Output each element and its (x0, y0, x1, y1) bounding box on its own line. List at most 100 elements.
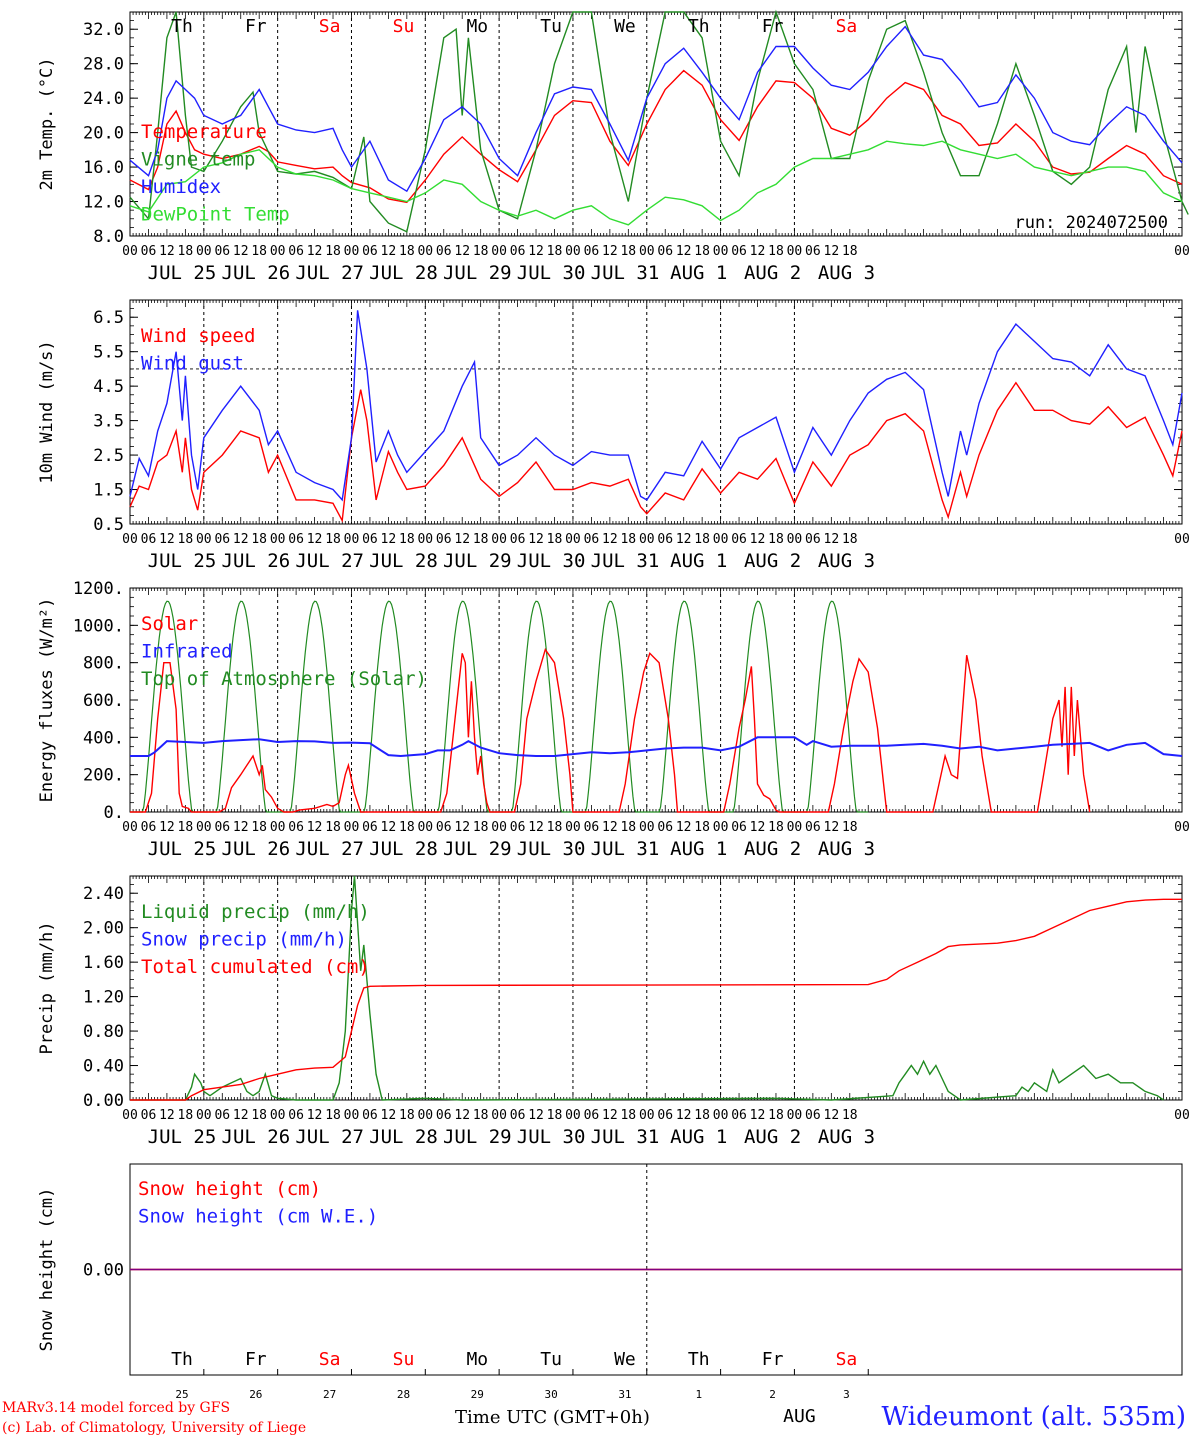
x-hour-label: 00 (491, 820, 507, 835)
legend-entry: Wind gust (141, 353, 244, 375)
x-hour-label: 18 (694, 532, 710, 547)
x-date-label: AUG 3 (818, 262, 875, 284)
weekday-label: Su (393, 16, 415, 37)
x-hour-label: 00 (787, 244, 803, 259)
x-hour-label: 06 (362, 820, 378, 835)
x-hour-label: 06 (288, 532, 304, 547)
x-date-label: JUL 29 (443, 262, 512, 284)
x-date-label: JUL 29 (443, 550, 512, 572)
precip-y-tick-label: 1.20 (83, 988, 124, 1008)
precip-y-tick-label: 0.00 (83, 1091, 124, 1111)
x-hour-label: 18 (620, 532, 636, 547)
x-hour-label: 12 (233, 1108, 249, 1123)
x-hour-label: 12 (750, 244, 766, 259)
x-hour-label: 18 (842, 820, 858, 835)
precip-y-tick-label: 0.40 (83, 1057, 124, 1077)
x-date-label: AUG 2 (744, 262, 801, 284)
x-hour-label: 06 (362, 532, 378, 547)
x-hour-label: 00 (122, 820, 138, 835)
x-date-label: AUG 1 (670, 838, 727, 860)
x-date-label: JUL 31 (591, 262, 660, 284)
x-hour-label: 00 (639, 532, 655, 547)
legend-entry: DewPoint Temp (141, 204, 290, 226)
x-date-label: AUG 3 (818, 1126, 875, 1148)
weekday-label: Fr (762, 16, 784, 37)
x-hour-label: 06 (510, 244, 526, 259)
x-date-label: AUG 2 (744, 1126, 801, 1148)
x-hour-label: 12 (824, 1108, 840, 1123)
x-hour-label: 06 (288, 244, 304, 259)
x-hour-label: 06 (141, 532, 157, 547)
weekday-label: Fr (762, 1349, 784, 1370)
energy-frame (129, 587, 1183, 813)
x-hour-label: 18 (251, 532, 267, 547)
x-hour-label: 00 (787, 532, 803, 547)
x-hour-label: 06 (362, 244, 378, 259)
x-hour-label: 18 (325, 244, 341, 259)
run-label: run: 2024072500 (1014, 213, 1168, 233)
x-hour-label: 06 (731, 1108, 747, 1123)
x-hour-label: 00 (417, 532, 433, 547)
x-hour-label: 18 (399, 532, 415, 547)
energy-y-tick-label: 400. (83, 728, 124, 748)
x-date-label: JUL 29 (443, 1126, 512, 1148)
legend-entry: Vigne temp (141, 149, 255, 171)
x-hour-label: 06 (510, 820, 526, 835)
x-hour-label: 06 (436, 820, 452, 835)
energy-y-axis-label: Energy fluxes (W/m²) (37, 598, 57, 803)
x-hour-label: 18 (694, 1108, 710, 1123)
x-hour-label: 06 (584, 1108, 600, 1123)
day-number-label: 29 (471, 1388, 484, 1401)
energy-y-tick-label: 1000. (73, 616, 124, 636)
temp-y-tick-label: 8.0 (93, 227, 124, 247)
x-hour-label: 12 (824, 244, 840, 259)
day-number-label: 26 (249, 1388, 262, 1401)
wind-y-axis-label: 10m Wind (m/s) (37, 340, 57, 483)
x-hour-label: 06 (657, 1108, 673, 1123)
x-hour-label: 12 (676, 532, 692, 547)
x-date-label: JUL 29 (443, 838, 512, 860)
x-hour-label: 00 (787, 820, 803, 835)
x-hour-label: 06 (214, 244, 230, 259)
x-hour-label: 00 (1174, 820, 1190, 835)
energy-y-tick-label: 600. (83, 691, 124, 711)
day-number-label: 25 (175, 1388, 188, 1401)
precip-y-axis-label: Precip (mm/h) (37, 921, 57, 1054)
x-hour-label: 18 (399, 1108, 415, 1123)
x-hour-label: 06 (288, 820, 304, 835)
temp-y-tick-label: 16.0 (83, 158, 124, 178)
x-hour-label: 18 (547, 532, 563, 547)
x-hour-label: 18 (251, 820, 267, 835)
x-date-label: JUL 25 (148, 262, 217, 284)
precip-y-tick-label: 1.60 (83, 953, 124, 973)
x-date-label: AUG 3 (818, 838, 875, 860)
weekday-label: Fr (245, 16, 267, 37)
x-hour-label: 00 (491, 244, 507, 259)
x-hour-label: 12 (602, 820, 618, 835)
wind-y-tick-label: 1.5 (93, 481, 124, 501)
x-hour-label: 00 (565, 1108, 581, 1123)
x-date-label: AUG 3 (818, 550, 875, 572)
wind-y-tick-label: 6.5 (93, 308, 124, 328)
x-hour-label: 06 (657, 244, 673, 259)
weekday-label: Th (688, 1349, 710, 1370)
temp-y-tick-label: 28.0 (83, 55, 124, 75)
x-hour-label: 00 (565, 532, 581, 547)
temp-y-tick-label: 24.0 (83, 89, 124, 109)
x-hour-label: 18 (620, 820, 636, 835)
weekday-label: Sa (319, 1349, 341, 1370)
x-hour-label: 12 (750, 1108, 766, 1123)
weekday-label: Tu (540, 1349, 562, 1370)
x-hour-label: 12 (233, 820, 249, 835)
x-hour-label: 18 (768, 244, 784, 259)
x-hour-label: 12 (381, 820, 397, 835)
weekday-label: Th (171, 16, 193, 37)
wind-y-tick-label: 3.5 (93, 412, 124, 432)
x-hour-label: 06 (657, 820, 673, 835)
weekday-label: Mo (466, 16, 488, 37)
x-hour-label: 00 (713, 820, 729, 835)
x-hour-label: 06 (141, 1108, 157, 1123)
x-hour-label: 18 (251, 1108, 267, 1123)
x-date-label: JUL 25 (148, 550, 217, 572)
